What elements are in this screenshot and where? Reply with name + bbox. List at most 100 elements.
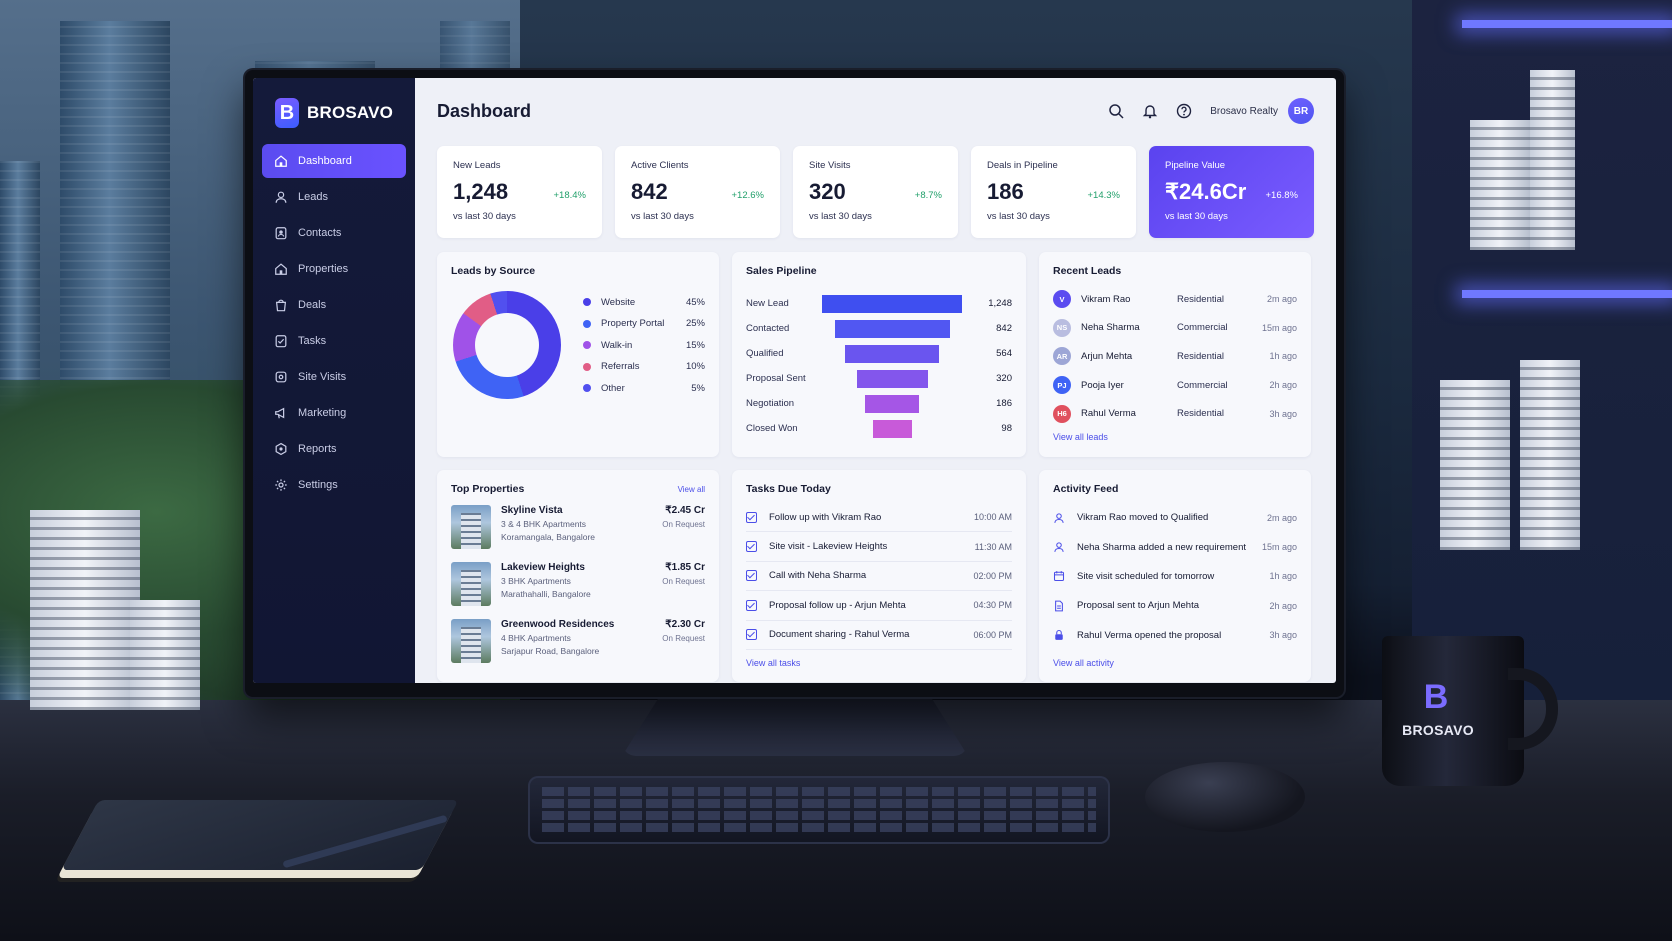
property-name: Lakeview Heights (501, 562, 585, 573)
sidebar-item-contacts[interactable]: Contacts (262, 216, 406, 250)
kpi-subtext: vs last 30 days (809, 211, 872, 222)
pin-icon (275, 371, 287, 383)
property-location: Koramangala, Bangalore (501, 532, 596, 542)
sidebar-item-label: Dashboard (298, 155, 352, 167)
legend-item: Property Portal 25% (583, 313, 705, 335)
task-time: 04:30 PM (973, 600, 1012, 611)
lead-avatar: V (1053, 290, 1071, 309)
search-icon[interactable] (1108, 103, 1124, 119)
funnel-label: Closed Won (746, 423, 798, 434)
help-icon[interactable] (1176, 103, 1192, 119)
kpi-card[interactable]: Pipeline Value ₹24.6Cr +16.8% vs last 30… (1149, 146, 1314, 238)
lead-avatar: AR (1053, 347, 1071, 366)
task-row[interactable]: Call with Neha Sharma 02:00 PM (746, 562, 1012, 592)
property-row[interactable]: Lakeview Heights 3 BHK Apartments Marath… (451, 562, 705, 619)
donut-chart (453, 291, 561, 399)
legend-label: Referrals (601, 361, 640, 372)
kpi-delta: +8.7% (914, 190, 942, 201)
kpi-card[interactable]: Active Clients 842 +12.6% vs last 30 day… (615, 146, 780, 238)
view-all-activity-link[interactable]: View all activity (1053, 657, 1114, 668)
bell-icon[interactable] (1142, 103, 1158, 119)
activity-row: Vikram Rao moved to Qualified 2m ago (1053, 503, 1297, 532)
lead-row[interactable]: H6 Rahul Verma Residential 3h ago (1053, 399, 1297, 428)
checklist-icon (275, 335, 287, 348)
kpi-label: New Leads (453, 160, 501, 171)
task-checkbox[interactable] (746, 570, 757, 582)
property-location: Sarjapur Road, Bangalore (501, 646, 600, 656)
activity-text: Proposal sent to Arjun Mehta (1077, 600, 1199, 612)
task-row[interactable]: Follow up with Vikram Rao 10:00 AM (746, 503, 1012, 533)
dashboard-grid: Leads by Source Website 45% Property Por… (437, 252, 1314, 682)
task-checkbox[interactable] (746, 541, 757, 553)
task-row[interactable]: Proposal follow up - Arjun Mehta 04:30 P… (746, 591, 1012, 621)
home-icon (275, 155, 287, 167)
view-all-properties-link[interactable]: View all (677, 484, 705, 494)
lead-row[interactable]: AR Arjun Mehta Residential 1h ago (1053, 342, 1297, 371)
sidebar-item-leads[interactable]: Leads (262, 180, 406, 214)
avatar[interactable]: BR (1288, 98, 1314, 124)
lead-time: 2m ago (1266, 294, 1297, 305)
task-time: 06:00 PM (973, 629, 1012, 640)
page-title: Dashboard (437, 100, 532, 121)
tasks-card: Tasks Due Today Follow up with Vikram Ra… (732, 470, 1026, 682)
lead-row[interactable]: PJ Pooja Iyer Commercial 2h ago (1053, 371, 1297, 400)
activity-time: 15m ago (1261, 542, 1297, 553)
task-row[interactable]: Document sharing - Rahul Verma 06:00 PM (746, 621, 1012, 650)
sidebar-item-properties[interactable]: Properties (262, 252, 406, 286)
kpi-delta: +16.8% (1265, 190, 1299, 201)
kpi-card[interactable]: New Leads 1,248 +18.4% vs last 30 days (437, 146, 602, 238)
lead-row[interactable]: NS Neha Sharma Commercial 15m ago (1053, 314, 1297, 343)
kpi-row: New Leads 1,248 +18.4% vs last 30 days Ac… (437, 146, 1314, 238)
task-checkbox[interactable] (746, 629, 757, 641)
property-type: 4 BHK Apartments (501, 633, 571, 643)
property-list: Skyline Vista 3 & 4 BHK Apartments Koram… (451, 505, 705, 676)
property-row[interactable]: Greenwood Residences 4 BHK Apartments Sa… (451, 619, 705, 676)
kpi-card[interactable]: Site Visits 320 +8.7% vs last 30 days (793, 146, 958, 238)
card-title: Leads by Source (451, 265, 536, 277)
legend-value: 15% (685, 339, 705, 351)
property-row[interactable]: Skyline Vista 3 & 4 BHK Apartments Koram… (451, 505, 705, 562)
funnel-bar (856, 369, 928, 388)
task-row[interactable]: Site visit - Lakeview Heights 11:30 AM (746, 532, 1012, 562)
view-all-leads-link[interactable]: View all leads (1053, 431, 1108, 442)
sidebar-item-reports[interactable]: Reports (262, 432, 406, 466)
recent-leads-card: Recent Leads V Vikram Rao Residential 2m… (1039, 252, 1311, 457)
sidebar-item-tasks[interactable]: Tasks (262, 324, 406, 358)
funnel-label: Qualified (746, 348, 784, 359)
funnel-stage: Qualified 564 (746, 341, 1012, 366)
sidebar-item-dashboard[interactable]: Dashboard (262, 144, 406, 178)
task-checkbox[interactable] (746, 599, 757, 611)
gear-icon (275, 479, 287, 491)
activity-text: Vikram Rao moved to Qualified (1077, 512, 1209, 524)
lead-avatar: H6 (1053, 404, 1071, 423)
sidebar-item-site-visits[interactable]: Site Visits (262, 360, 406, 394)
legend-swatch (583, 341, 591, 349)
view-all-tasks-link[interactable]: View all tasks (746, 657, 801, 668)
sidebar-item-marketing[interactable]: Marketing (262, 396, 406, 430)
user-icon (1054, 542, 1064, 553)
task-time: 02:00 PM (973, 570, 1012, 581)
legend-item: Referrals 10% (583, 356, 705, 378)
contact-icon (275, 227, 287, 240)
sidebar-item-label: Site Visits (298, 371, 347, 383)
sidebar-item-settings[interactable]: Settings (262, 468, 406, 502)
funnel-label: New Lead (746, 298, 789, 309)
funnel-stage: Closed Won 98 (746, 416, 1012, 441)
task-time: 11:30 AM (974, 541, 1012, 552)
sidebar-item-label: Tasks (298, 335, 327, 347)
task-checkbox[interactable] (746, 511, 757, 523)
kpi-card[interactable]: Deals in Pipeline 186 +14.3% vs last 30 … (971, 146, 1136, 238)
funnel-value: 842 (996, 323, 1012, 334)
kpi-subtext: vs last 30 days (987, 211, 1050, 222)
kpi-delta: +12.6% (731, 190, 765, 201)
legend-value: 5% (691, 382, 705, 394)
funnel-chart: New Lead 1,248 Contacted 842 Qualified 564… (746, 291, 1012, 441)
property-price: ₹1.85 Cr (665, 562, 705, 573)
lead-row[interactable]: V Vikram Rao Residential 2m ago (1053, 285, 1297, 314)
sidebar-item-deals[interactable]: Deals (262, 288, 406, 322)
funnel-bar (872, 419, 912, 438)
property-note: On Request (662, 577, 705, 586)
task-label: Proposal follow up - Arjun Mehta (769, 599, 906, 611)
funnel-value: 320 (996, 373, 1012, 384)
funnel-stage: New Lead 1,248 (746, 291, 1012, 316)
